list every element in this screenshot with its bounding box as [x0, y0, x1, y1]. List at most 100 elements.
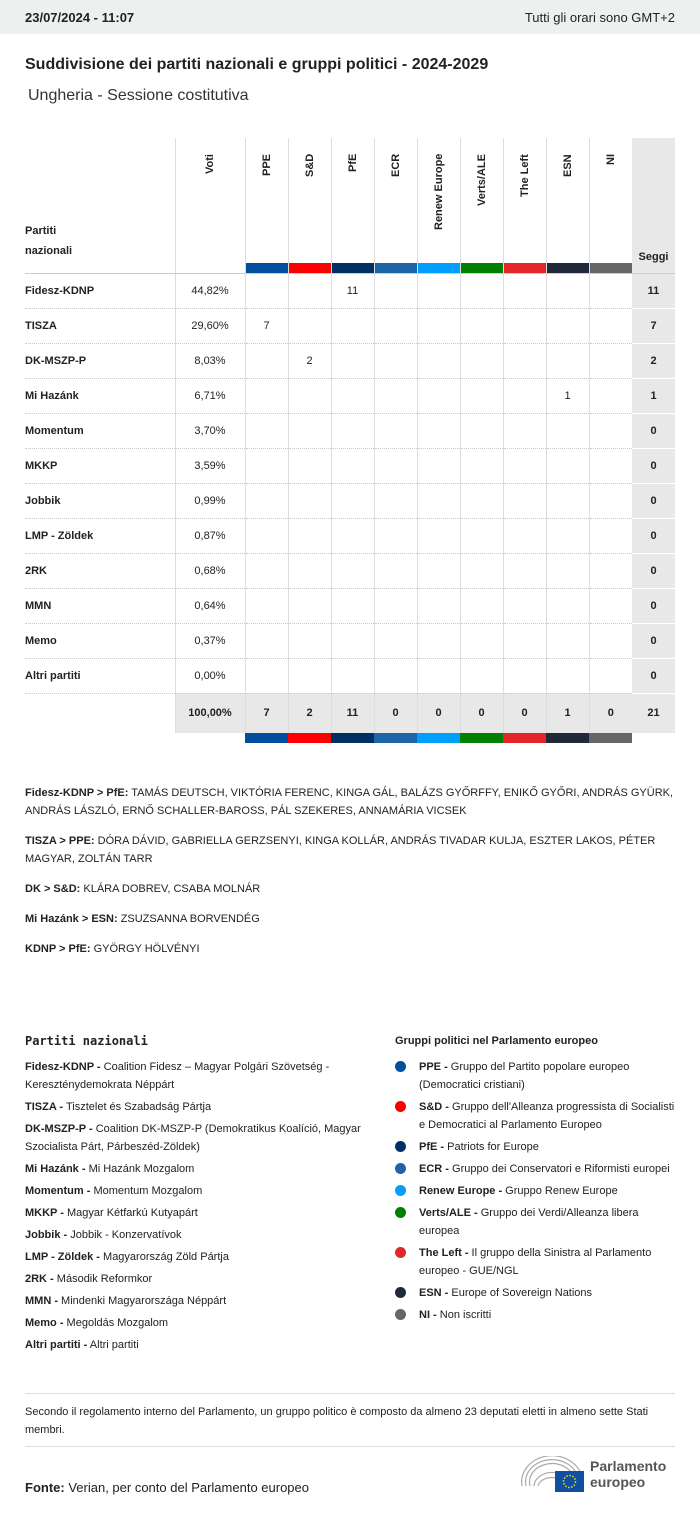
group-seats — [287, 658, 331, 694]
group-column-header: Verts/ALE — [459, 138, 503, 274]
group-seats — [416, 273, 460, 309]
votes-share: 0,37% — [174, 623, 245, 659]
party-header-line2: nazionali — [25, 244, 73, 257]
group-seats — [287, 273, 331, 309]
party-name: Momentum — [25, 413, 175, 449]
color-bars-row — [25, 733, 675, 743]
group-column-header: Renew Europe — [416, 138, 460, 274]
mep-note: Mi Hazánk > ESN: ZSUZSANNA BORVENDÉG — [25, 910, 675, 928]
party-full-name: Mi Hazánk Mozgalom — [85, 1163, 195, 1175]
group-seats — [502, 273, 546, 309]
votes-header-label: Voti — [204, 154, 216, 174]
group-column-header: ESN — [545, 138, 589, 274]
group-seats — [588, 448, 632, 484]
group-color-bar — [331, 733, 374, 743]
group-seats — [459, 483, 503, 519]
party-full-name: Altri partiti — [87, 1339, 139, 1351]
group-seats — [244, 483, 288, 519]
group-column-header: PPE — [244, 138, 288, 274]
group-column-header: PfE — [330, 138, 374, 274]
group-legend-text: PPE - Gruppo del Partito popolare europe… — [419, 1058, 680, 1094]
group-seats — [373, 483, 417, 519]
table-row: Jobbik 0,99% 0 — [25, 483, 675, 519]
party-legend-item: Altri partiti - Altri partiti — [25, 1336, 365, 1354]
party-legend-item: MMN - Mindenki Magyarországa Néppárt — [25, 1292, 365, 1310]
group-seats-total: 7 — [244, 693, 288, 733]
group-legend-text: PfE - Patriots for Europe — [419, 1138, 539, 1156]
mep-notes: Fidesz-KDNP > PfE: TAMÁS DEUTSCH, VIKTÓR… — [25, 784, 675, 970]
group-color-dot — [395, 1101, 406, 1112]
group-abbr: PfE - — [419, 1141, 445, 1153]
group-seats — [373, 658, 417, 694]
group-seats — [459, 343, 503, 379]
group-seats — [416, 518, 460, 554]
group-seats — [330, 343, 374, 379]
group-seats: 7 — [244, 308, 288, 344]
political-groups-legend: Gruppi politici nel Parlamento europeo P… — [395, 1032, 680, 1328]
group-color-bar — [288, 262, 331, 273]
votes-share: 3,70% — [174, 413, 245, 449]
group-seats — [416, 658, 460, 694]
group-seats — [287, 448, 331, 484]
group-legend-text: S&D - Gruppo dell'Alleanza progressista … — [419, 1098, 680, 1134]
group-seats — [502, 658, 546, 694]
group-seats — [330, 518, 374, 554]
group-seats — [588, 483, 632, 519]
party-name: TISZA — [25, 308, 175, 344]
table-row: Momentum 3,70% 0 — [25, 413, 675, 449]
note-names: DÓRA DÁVID, GABRIELLA GERZSENYI, KINGA K… — [25, 835, 656, 865]
group-header-label: S&D — [303, 154, 316, 178]
group-legend-item: Renew Europe - Gruppo Renew Europe — [395, 1182, 680, 1200]
seats-total: 2 — [632, 343, 675, 379]
group-seats — [244, 553, 288, 589]
group-seats — [416, 623, 460, 659]
group-seats — [459, 378, 503, 414]
party-abbr: Momentum - — [25, 1185, 91, 1197]
group-seats — [287, 518, 331, 554]
european-parliament-logo: Parlamento europeo — [520, 1456, 666, 1492]
table-row: Mi Hazánk 6,71% 1 1 — [25, 378, 675, 414]
party-full-name: Coalition Fidesz – Magyar Polgári Szövet… — [25, 1061, 330, 1091]
votes-share: 0,87% — [174, 518, 245, 554]
source-label: Fonte: — [25, 1480, 65, 1495]
group-seats — [588, 623, 632, 659]
party-name: Altri partiti — [25, 658, 175, 694]
seats-column-header: Seggi — [632, 138, 675, 274]
group-column-header: NI — [588, 138, 632, 274]
mep-note: TISZA > PPE: DÓRA DÁVID, GABRIELLA GERZS… — [25, 832, 675, 868]
votes-share: 3,59% — [174, 448, 245, 484]
seats-total: 0 — [632, 588, 675, 624]
votes-share: 0,99% — [174, 483, 245, 519]
group-legend-text: Verts/ALE - Gruppo dei Verdi/Alleanza li… — [419, 1204, 680, 1240]
group-seats — [502, 343, 546, 379]
group-full-name: Gruppo del Partito popolare europeo (Dem… — [419, 1061, 630, 1091]
party-abbr: DK-MSZP-P - — [25, 1123, 93, 1135]
group-header-label: ECR — [389, 154, 402, 178]
group-seats — [588, 518, 632, 554]
group-seats — [545, 518, 589, 554]
group-seats: 1 — [545, 378, 589, 414]
party-name: 2RK — [25, 553, 175, 589]
group-header-label: NI — [604, 154, 617, 165]
page-title: Suddivisione dei partiti nazionali e gru… — [25, 56, 489, 73]
group-seats — [545, 413, 589, 449]
group-color-dot — [395, 1185, 406, 1196]
page-subtitle: Ungheria - Sessione costitutiva — [28, 87, 249, 104]
party-abbr: 2RK - — [25, 1273, 54, 1285]
group-color-bar — [374, 262, 417, 273]
group-legend-item: PfE - Patriots for Europe — [395, 1138, 680, 1156]
group-seats — [244, 378, 288, 414]
party-abbr: Altri partiti - — [25, 1339, 88, 1351]
group-seats — [330, 448, 374, 484]
group-seats-total: 0 — [416, 693, 460, 733]
group-seats — [588, 588, 632, 624]
party-abbr: Mi Hazánk - — [25, 1163, 86, 1175]
group-seats — [244, 518, 288, 554]
group-seats: 2 — [287, 343, 331, 379]
votes-share: 29,60% — [174, 308, 245, 344]
group-seats-total: 0 — [373, 693, 417, 733]
group-color-dot — [395, 1141, 406, 1152]
party-full-name: Magyarország Zöld Pártja — [99, 1251, 229, 1263]
group-seats — [588, 413, 632, 449]
group-color-bar — [589, 262, 632, 273]
